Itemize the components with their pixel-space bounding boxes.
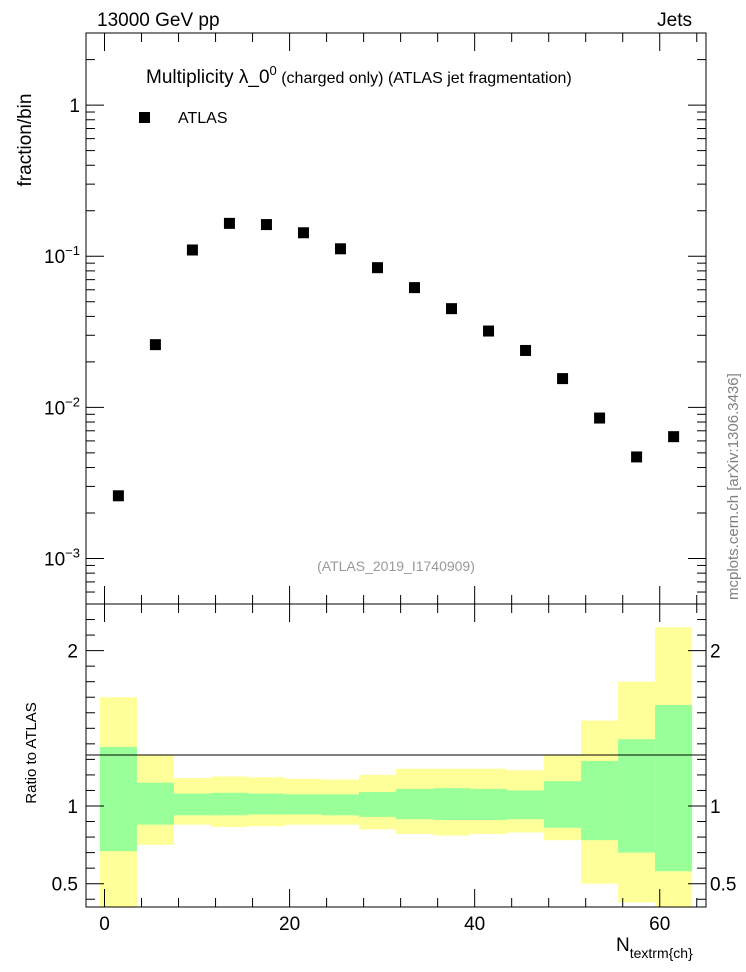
x-axis-label: Ntextrm{ch} [616, 935, 693, 961]
ratio-plot-frame [85, 603, 707, 908]
ratio-y-tick-label-right: 0.5 [710, 875, 736, 896]
ratio-band-stat-bin [581, 760, 619, 841]
main-y-tick-label: 10−3 [44, 546, 80, 571]
main-y-tick-label-exponent: −3 [65, 546, 80, 561]
main-y-tick-label-exponent: −1 [65, 243, 80, 258]
legend-label-atlas: ATLAS [178, 110, 228, 127]
data-point-atlas [483, 325, 495, 337]
main-plot-title: Multiplicity λ_00 (charged only) (ATLAS … [146, 63, 572, 88]
ratio-band-stat-bin [173, 793, 211, 816]
ratio-band-stat-bin [396, 788, 434, 820]
data-point-atlas [520, 344, 532, 356]
data-point-atlas [371, 262, 383, 274]
main-y-tick-label: 10−1 [44, 243, 80, 268]
main-y-tick-label: 1 [69, 96, 80, 117]
ratio-y-tick-label-left: 0.5 [52, 875, 78, 896]
ratio-y-tick-label-left: 1 [67, 797, 78, 818]
data-point-atlas [149, 339, 161, 351]
ratio-band-stat-bin [470, 788, 508, 820]
header-right-label: Jets [657, 10, 692, 31]
main-plot-title-sup: 0 [270, 63, 277, 78]
main-plot-points [112, 217, 680, 502]
ratio-band-stat-bin [284, 794, 322, 815]
data-point-atlas [260, 219, 272, 231]
ratio-band-stat-bin [507, 790, 545, 820]
x-tick-label: 20 [279, 914, 300, 935]
ratio-y-axis-label: Ratio to ATLAS [23, 702, 40, 803]
data-point-atlas [297, 227, 309, 239]
main-y-axis-label: fraction/bin [15, 94, 36, 187]
ratio-y-tick-label-right: 1 [710, 797, 721, 818]
main-plot-ticks: 110−110−210−3 [44, 32, 706, 605]
ratio-band-stat-bin [433, 788, 471, 820]
ratio-plot-ticks: 0.5 0.51 12 20 20 40 60 [52, 603, 736, 935]
data-point-atlas [446, 303, 458, 315]
ratio-band-stat-bin [99, 746, 137, 852]
data-point-atlas [223, 217, 235, 229]
x-axis-label-main: N [616, 935, 630, 956]
ratio-band-stat-bin [618, 739, 656, 853]
main-y-tick-label-exponent: −2 [65, 394, 80, 409]
data-point-atlas [112, 490, 124, 502]
ratio-band-stat-bin [136, 782, 174, 825]
ratio-band-stat-bin [358, 792, 396, 817]
header-left-label: 13000 GeV pp [97, 10, 220, 31]
ratio-band-stat-bin [247, 793, 285, 815]
main-y-tick-label-base: 1 [69, 96, 80, 117]
legend-marker-atlas [139, 112, 150, 123]
main-plot: 110−110−210−3 fraction/bin Multiplicity … [15, 32, 707, 605]
side-source-label: mcplots.cern.ch [arXiv:1306.3436] [725, 373, 742, 600]
main-y-tick-label-base: 10 [44, 247, 65, 268]
reference-label: (ATLAS_2019_I1740909) [317, 558, 475, 574]
ratio-band-stat-bin [321, 794, 359, 816]
main-y-tick-label-base: 10 [44, 550, 65, 571]
data-point-atlas [557, 373, 569, 385]
ratio-y-tick-label-right: 2 [710, 642, 721, 663]
ratio-band-stat-bin [210, 792, 248, 816]
data-point-atlas [186, 244, 198, 256]
ratio-y-tick-label-left: 2 [67, 642, 78, 663]
data-point-atlas [409, 282, 421, 294]
main-y-tick-label: 10−2 [44, 394, 80, 419]
ratio-plot: 0.5 0.51 12 20 20 40 60 Ratio to ATLAS Ntextrm… [23, 603, 736, 961]
main-y-tick-label-base: 10 [44, 398, 65, 419]
x-tick-label: 60 [649, 914, 670, 935]
main-plot-title-rest: (charged only) (ATLAS jet fragmentation) [277, 70, 572, 87]
x-tick-label: 0 [99, 914, 110, 935]
ratio-band-stat-bin [544, 781, 582, 828]
ratio-band-stat-bin [655, 705, 693, 872]
ratio-plot-bands [99, 627, 693, 907]
x-axis-label-sub: textrm{ch} [630, 945, 693, 961]
main-plot-title-main: Multiplicity λ_0 [146, 67, 270, 88]
data-point-atlas [631, 451, 643, 463]
data-point-atlas [668, 431, 680, 443]
data-point-atlas [594, 412, 606, 424]
data-point-atlas [334, 243, 346, 255]
x-tick-label: 40 [464, 914, 485, 935]
